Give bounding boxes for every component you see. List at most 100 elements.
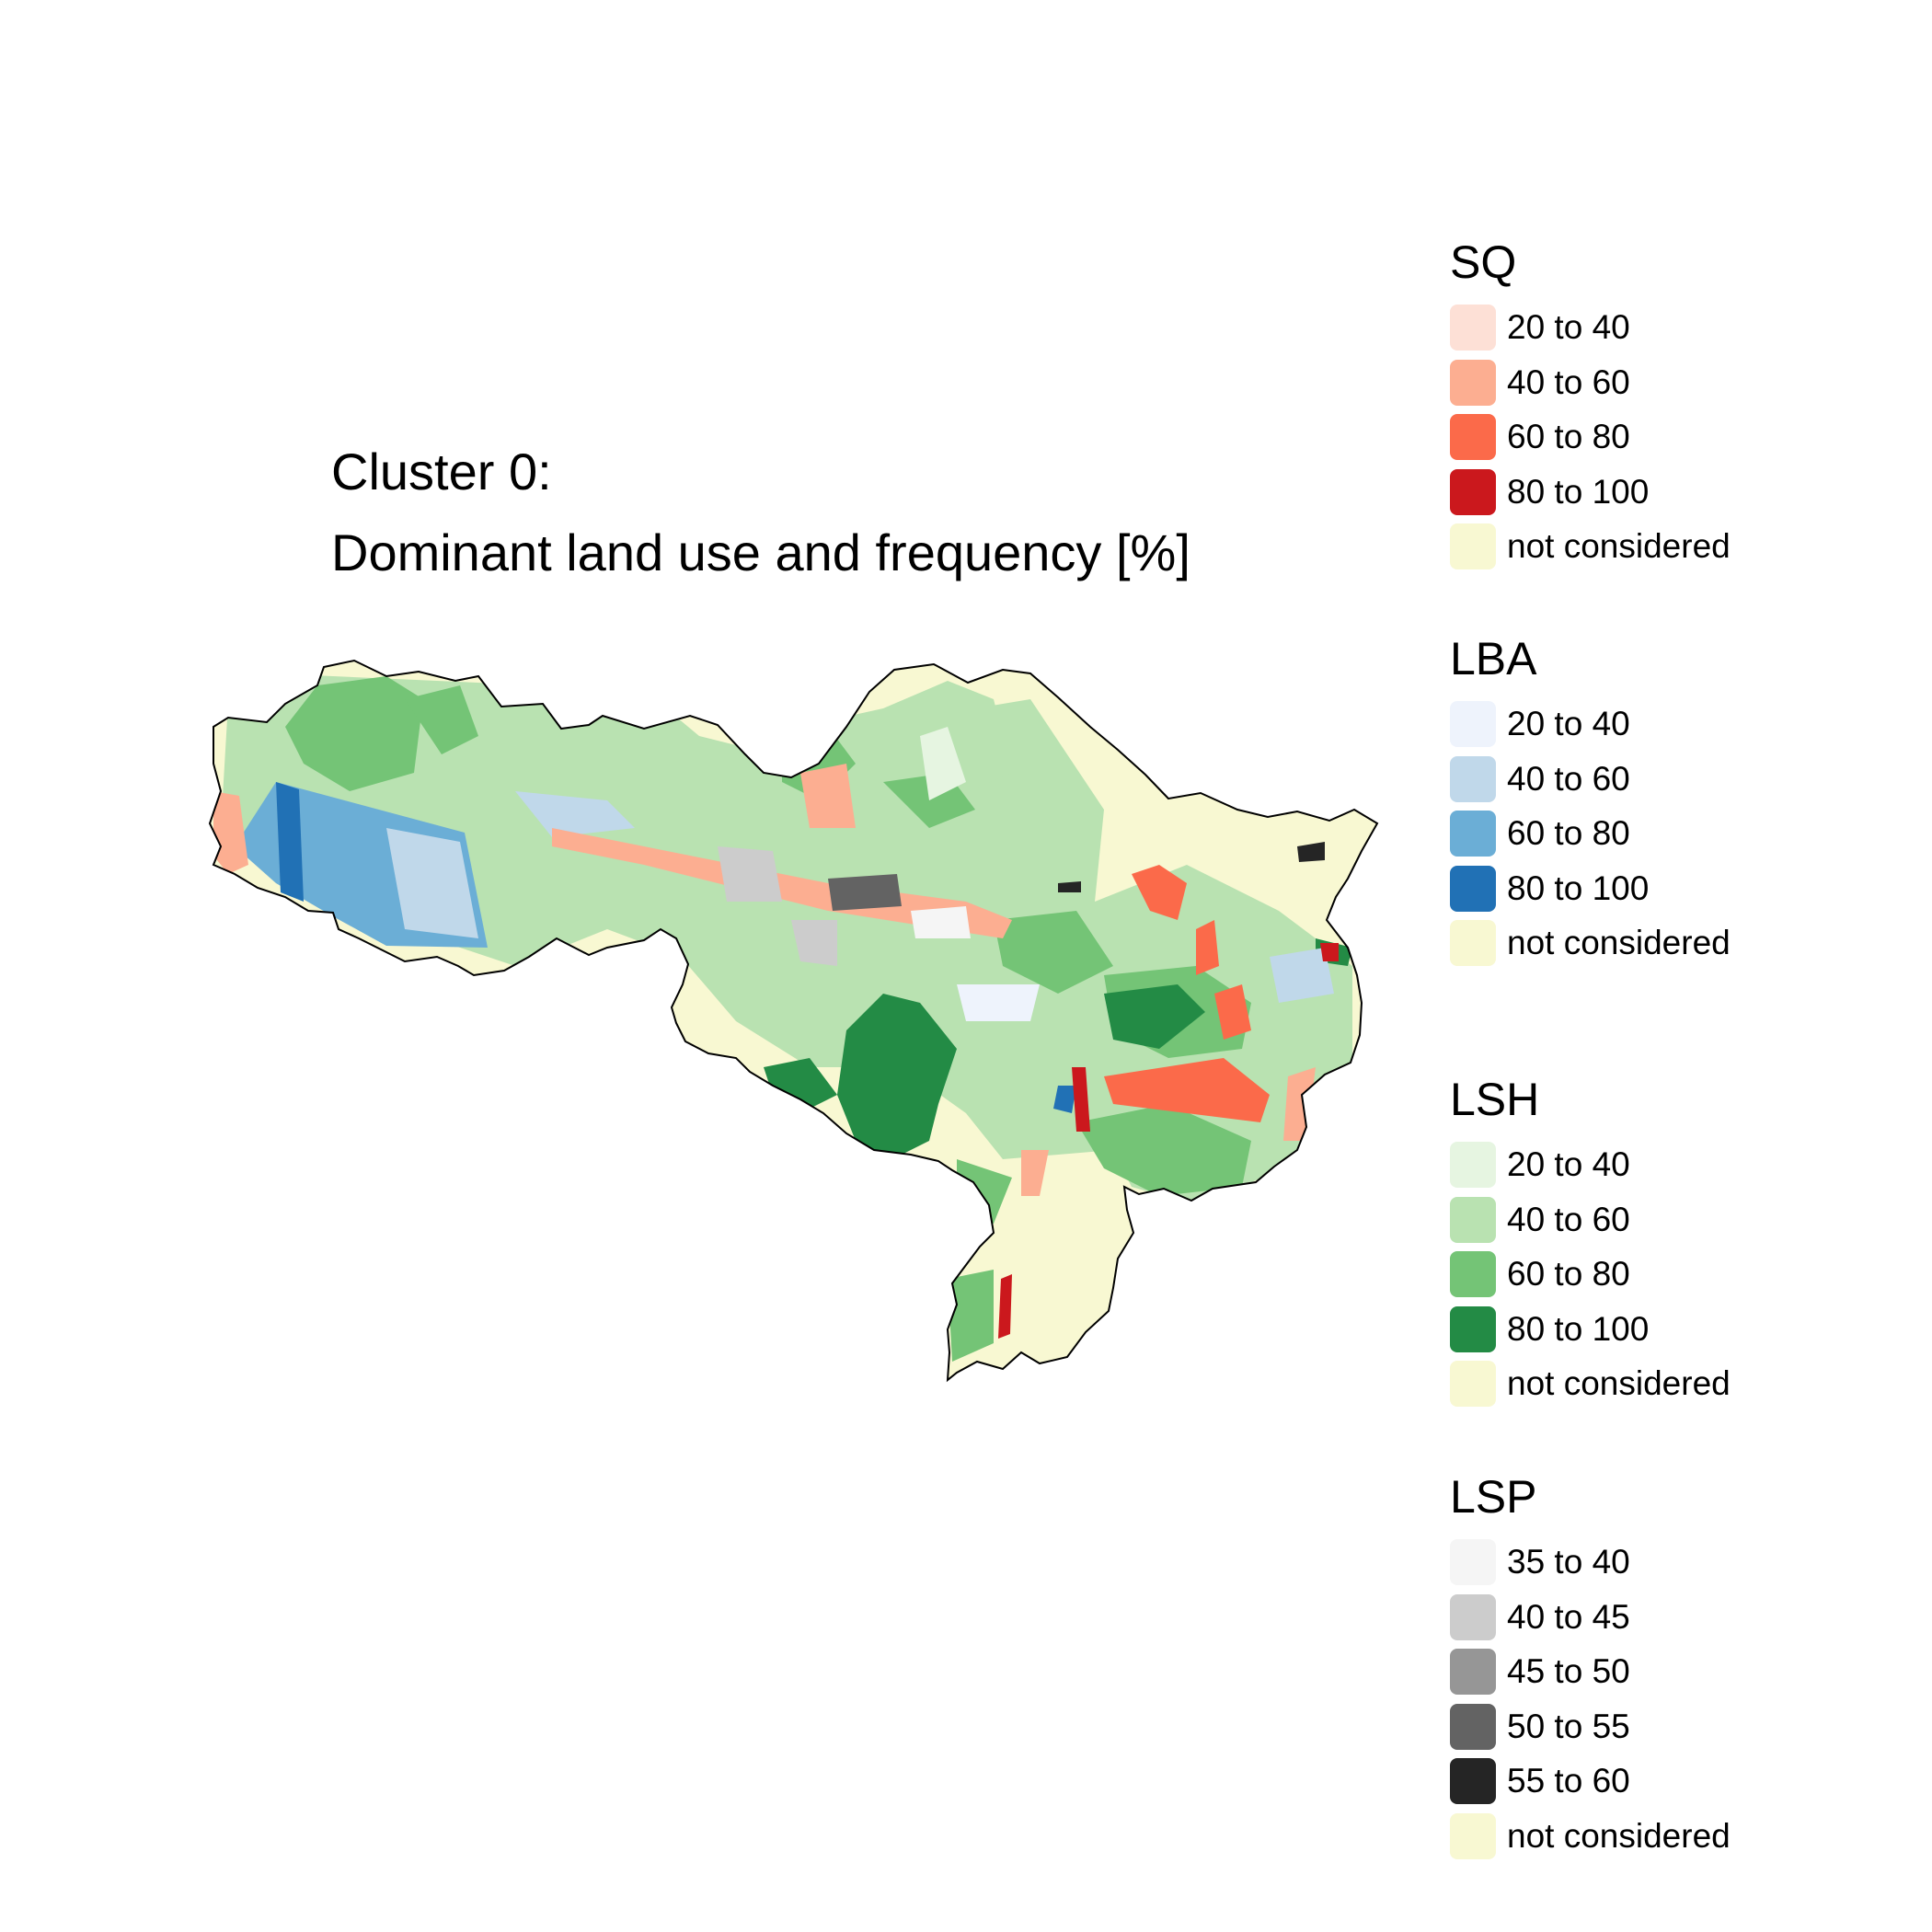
legend-label: 55 to 60 (1507, 1762, 1630, 1800)
legend-title: LSP (1450, 1471, 1537, 1523)
region-outline (208, 659, 1379, 1383)
lsh-60-80-area (994, 911, 1113, 994)
legend-swatch (1450, 1812, 1496, 1859)
legend-swatch (1450, 755, 1496, 802)
lsh-80-100-area (1104, 984, 1205, 1049)
lba-40-60-area (1270, 948, 1334, 1003)
legend-label: 80 to 100 (1507, 868, 1650, 907)
legend-label: not considered (1507, 1816, 1731, 1855)
legend-label: 50 to 55 (1507, 1707, 1630, 1745)
legend-label: not considered (1507, 527, 1731, 565)
lsp-40-45-area (791, 920, 837, 966)
lsp-50-55-area (828, 874, 902, 911)
legend-swatch (1450, 1142, 1496, 1188)
legend-swatch (1450, 1758, 1496, 1804)
sq-40-60-area (552, 828, 1012, 938)
legend-label: 40 to 60 (1507, 362, 1630, 401)
legend-swatch (1450, 1649, 1496, 1695)
lba-80-100-area (276, 782, 304, 902)
legend-item: 80 to 100 (1450, 1301, 1649, 1356)
legend-label: 45 to 50 (1507, 1652, 1630, 1690)
legend-item: 20 to 40 (1450, 1136, 1630, 1191)
legend-sq: SQ 20 to 40 40 to 60 60 to 80 80 to 100 … (1450, 235, 1731, 573)
lsh-40-60-area (221, 672, 1352, 1205)
legend-item: not considered (1450, 1355, 1731, 1410)
lba-40-60-area (515, 791, 635, 837)
lba-80-100-area (1053, 1086, 1076, 1113)
legend-item: 40 to 60 (1450, 1191, 1630, 1247)
legend-item: 40 to 60 (1450, 354, 1630, 409)
legend-swatch (1450, 414, 1496, 460)
legend-item: 55 to 60 (1450, 1753, 1630, 1808)
legend-title: LBA (1450, 633, 1537, 684)
legend-item: 20 to 40 (1450, 696, 1630, 751)
legend-swatch (1450, 1196, 1496, 1243)
legend-swatch (1450, 523, 1496, 569)
map-region (210, 661, 1377, 1380)
legend-swatch (1450, 701, 1496, 747)
legend-item: 35 to 40 (1450, 1534, 1630, 1589)
legend-label: 20 to 40 (1507, 308, 1630, 346)
legend-swatch (1450, 1251, 1496, 1297)
legend-swatch (1450, 1305, 1496, 1352)
legend-title: SQ (1450, 236, 1517, 288)
legend-label: 80 to 100 (1507, 472, 1650, 511)
lsp-35-40-area (911, 906, 971, 938)
legend-swatch (1450, 811, 1496, 857)
lsh-20-40-area (920, 727, 966, 800)
sq-80-100-area (1072, 1067, 1090, 1132)
legend-label: 40 to 60 (1507, 1200, 1630, 1238)
lsh-60-80-area (1076, 1104, 1251, 1196)
legend-item: 60 to 80 (1450, 1246, 1630, 1301)
lsh-60-80-area (405, 685, 478, 754)
lsh-60-80-area (285, 676, 423, 791)
legend-item: 50 to 55 (1450, 1698, 1630, 1754)
sq-40-60-area (213, 791, 248, 874)
sq-60-80-area (1214, 984, 1251, 1040)
lsp-55-60-area (1058, 881, 1081, 892)
legend-label: 80 to 100 (1507, 1309, 1650, 1348)
sq-80-100-area (998, 1274, 1012, 1339)
legend-swatch (1450, 1361, 1496, 1407)
legend-item: 45 to 50 (1450, 1643, 1630, 1698)
legend-item: 80 to 100 (1450, 860, 1649, 915)
legend-swatch (1450, 305, 1496, 351)
lba-40-60-area (386, 828, 478, 938)
lsh-80-100-area (837, 994, 957, 1159)
legend-swatch (1450, 359, 1496, 406)
legend-swatch (1450, 920, 1496, 966)
legend-label: 20 to 40 (1507, 1145, 1630, 1183)
legend-label: not considered (1507, 924, 1731, 961)
legend-lsh: LSH 20 to 40 40 to 60 60 to 80 80 to 100… (1450, 1072, 1731, 1410)
legend-title: LSH (1450, 1074, 1540, 1125)
sq-60-80-area (1104, 1058, 1270, 1122)
legend-item: 20 to 40 (1450, 299, 1630, 354)
legend-lba: LBA 20 to 40 40 to 60 60 to 80 80 to 100… (1450, 631, 1731, 970)
legend-label: 40 to 60 (1507, 759, 1630, 798)
legend-swatch (1450, 468, 1496, 515)
legend-item: 60 to 80 (1450, 805, 1630, 860)
legend-label: 35 to 40 (1507, 1543, 1630, 1581)
sq-80-100-area (1320, 943, 1339, 961)
lsp-55-60-area (1297, 842, 1325, 862)
sq-60-80-area (1196, 920, 1219, 975)
lba-20-40-area (957, 984, 1040, 1021)
legend-lsp: LSP 35 to 40 40 to 45 45 to 50 50 to 55 … (1450, 1469, 1731, 1862)
legend-swatch (1450, 865, 1496, 912)
legend-item: 80 to 100 (1450, 464, 1649, 519)
legend-item: 60 to 80 (1450, 408, 1630, 464)
legend-label: not considered (1507, 1364, 1731, 1402)
lsh-60-80-area (948, 1270, 994, 1362)
legend-label: 60 to 80 (1507, 1255, 1630, 1293)
legend-item: not considered (1450, 914, 1731, 970)
legend-label: 40 to 45 (1507, 1597, 1630, 1636)
map-title-line-1: Cluster 0: (331, 443, 552, 500)
lsp-40-45-area (718, 846, 782, 902)
map-title-line-2: Dominant land use and frequency [%] (331, 523, 1190, 581)
legend-label: 60 to 80 (1507, 418, 1630, 455)
legend-swatch (1450, 1593, 1496, 1640)
legend-swatch (1450, 1539, 1496, 1585)
legend-item: 40 to 45 (1450, 1589, 1630, 1644)
sq-40-60-area (1283, 1067, 1316, 1141)
